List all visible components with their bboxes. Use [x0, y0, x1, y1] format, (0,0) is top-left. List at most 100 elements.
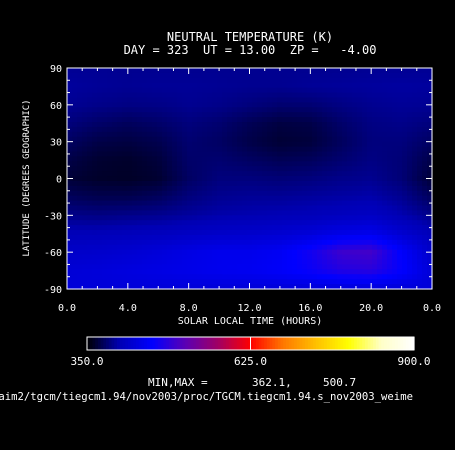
heatmap-cell: [302, 176, 308, 182]
heatmap-cell: [252, 112, 258, 118]
heatmap-cell: [152, 87, 158, 94]
heatmap-cell: [342, 230, 348, 236]
heatmap-cell: [382, 112, 388, 118]
heatmap-cell: [142, 254, 148, 261]
heatmap-cell: [157, 264, 163, 270]
heatmap-cell: [372, 195, 378, 202]
heatmap-cell: [92, 97, 98, 103]
heatmap-cell: [412, 166, 418, 172]
heatmap-cell: [112, 166, 118, 172]
heatmap-cell: [417, 136, 423, 143]
heatmap-cell: [242, 151, 248, 157]
heatmap-cell: [322, 180, 328, 187]
heatmap-cell: [77, 239, 83, 246]
colorbar-segment: [326, 337, 331, 350]
heatmap-cell: [237, 122, 243, 128]
heatmap-cell: [282, 146, 288, 153]
heatmap-cell: [212, 166, 218, 172]
heatmap-cell: [322, 264, 328, 270]
heatmap-cell: [197, 269, 203, 275]
heatmap-cell: [72, 230, 78, 236]
heatmap-cell: [352, 97, 358, 103]
heatmap-cell: [422, 274, 428, 280]
heatmap-cell: [297, 215, 303, 221]
heatmap-cell: [312, 195, 318, 202]
heatmap-cell: [117, 126, 123, 133]
heatmap-cell: [187, 151, 193, 157]
heatmap-cell: [407, 166, 413, 172]
heatmap-cell: [222, 205, 228, 212]
heatmap-cell: [397, 161, 403, 167]
heatmap-cell: [187, 254, 193, 261]
heatmap-cell: [72, 195, 78, 202]
heatmap-cell: [282, 72, 288, 79]
heatmap-cell: [362, 234, 368, 241]
heatmap-cell: [342, 146, 348, 153]
heatmap-cell: [147, 269, 153, 275]
heatmap-cell: [237, 279, 243, 285]
heatmap-cell: [117, 156, 123, 162]
heatmap-cell: [242, 249, 248, 256]
heatmap-cell: [147, 92, 153, 99]
heatmap-cell: [87, 220, 93, 226]
heatmap-cell: [137, 185, 143, 192]
heatmap-cell: [222, 136, 228, 143]
heatmap-cell: [207, 249, 213, 256]
heatmap-cell: [297, 102, 303, 108]
heatmap-cell: [382, 264, 388, 270]
heatmap-cell: [237, 269, 243, 275]
heatmap-cell: [307, 117, 313, 123]
heatmap-cell: [137, 166, 143, 172]
heatmap-cell: [242, 72, 248, 79]
heatmap-cell: [422, 156, 428, 162]
heatmap-cell: [397, 171, 403, 177]
heatmap-cell: [152, 102, 158, 108]
heatmap-cell: [222, 239, 228, 246]
heatmap-cell: [322, 230, 328, 236]
heatmap-cell: [172, 161, 178, 167]
heatmap-cell: [387, 244, 393, 251]
heatmap-cell: [122, 136, 128, 143]
heatmap-cell: [67, 239, 73, 246]
heatmap-cell: [372, 112, 378, 118]
heatmap-cell: [202, 259, 208, 266]
heatmap-cell: [297, 185, 303, 192]
heatmap-cell: [212, 279, 218, 285]
colorbar-segment: [329, 337, 333, 350]
heatmap-cell: [212, 215, 218, 221]
heatmap-cell: [142, 97, 148, 103]
colorbar-segment: [364, 337, 369, 350]
heatmap-cell: [87, 185, 93, 192]
heatmap-cell: [272, 195, 278, 202]
heatmap-cell: [182, 92, 188, 99]
heatmap-cell: [317, 200, 323, 207]
heatmap-cell: [137, 230, 143, 236]
heatmap-cell: [122, 176, 128, 182]
heatmap-cell: [172, 254, 178, 261]
heatmap-cell: [117, 122, 123, 128]
heatmap-cell: [247, 225, 253, 231]
heatmap-cell: [97, 97, 103, 103]
heatmap-cell: [177, 234, 183, 241]
heatmap-cell: [157, 77, 163, 84]
heatmap-cell: [367, 161, 373, 167]
heatmap-cell: [417, 274, 423, 280]
heatmap-cell: [82, 77, 88, 84]
heatmap-cell: [202, 112, 208, 118]
heatmap-cell: [327, 117, 333, 123]
heatmap-cell: [297, 77, 303, 84]
heatmap-cell: [217, 171, 223, 177]
heatmap-cell: [397, 249, 403, 256]
heatmap-cell: [262, 185, 268, 192]
heatmap-cell: [182, 279, 188, 285]
heatmap-cell: [417, 215, 423, 221]
heatmap-cell: [407, 136, 413, 143]
heatmap-cell: [262, 166, 268, 172]
heatmap-cell: [382, 117, 388, 123]
heatmap-cell: [317, 220, 323, 226]
heatmap-cell: [232, 254, 238, 261]
heatmap-cell: [232, 215, 238, 221]
heatmap-cell: [417, 117, 423, 123]
heatmap-cell: [167, 259, 173, 266]
heatmap-cell: [302, 215, 308, 221]
